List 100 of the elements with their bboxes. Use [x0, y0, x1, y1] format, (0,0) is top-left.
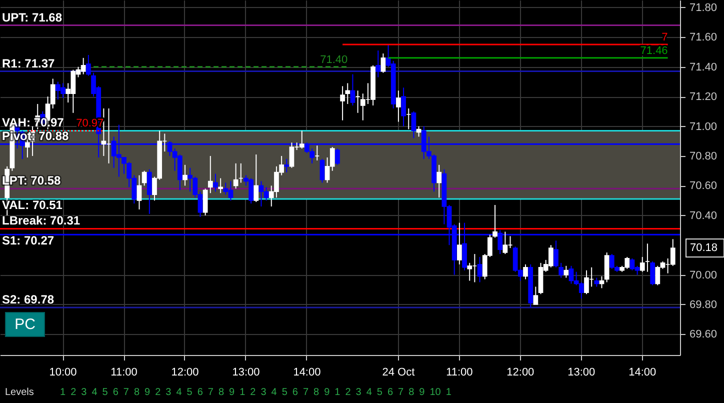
x-tick-label: 14:00: [628, 366, 656, 378]
x-tick-label: 13:00: [568, 366, 596, 378]
y-tick-label: 69.60: [690, 328, 718, 341]
candlestick: [457, 222, 462, 265]
text: 1: [334, 387, 340, 398]
text: 4: [176, 387, 182, 398]
candlestick: [233, 162, 238, 190]
x-tick-label: 12:00: [171, 366, 199, 378]
text: 3: [356, 387, 362, 398]
text: 1: [446, 387, 452, 398]
y-tick-label: 71.20: [690, 91, 718, 104]
candlestick: [213, 173, 218, 192]
candlestick: [533, 286, 538, 305]
candlestick: [523, 264, 528, 280]
x-tick-label: 11:00: [446, 366, 473, 378]
text: 4: [271, 387, 277, 398]
text: 5: [282, 387, 288, 398]
text: Levels: [5, 387, 34, 398]
candlestick: [558, 262, 564, 278]
text: 6: [112, 387, 118, 398]
candlestick: [376, 50, 381, 78]
candlestick: [401, 87, 406, 127]
y-tick-label: 71.40: [690, 61, 718, 74]
x-tick-label: 13:00: [232, 366, 260, 378]
candlestick: [340, 86, 345, 121]
text: 8: [218, 387, 224, 398]
text: 10: [430, 387, 441, 398]
text: 6: [387, 387, 393, 398]
button: PC: [5, 312, 45, 337]
candlestick: [320, 158, 325, 184]
text: 3: [260, 387, 266, 398]
text: 5: [186, 387, 192, 398]
text: 9: [144, 387, 150, 398]
candlestick: [335, 148, 340, 166]
text: 3: [81, 387, 87, 398]
candlestick: [254, 154, 259, 203]
series-label: 71.40: [320, 54, 348, 66]
candlestick: [345, 82, 350, 104]
candlestick: [218, 178, 223, 194]
x-tick-label: 14:00: [293, 366, 321, 378]
candlestick: [396, 90, 401, 122]
text: 3: [166, 387, 172, 398]
text: 9: [419, 387, 425, 398]
series-label: 71.46: [640, 44, 668, 57]
candlestick: [284, 158, 290, 173]
text: 9: [229, 387, 235, 398]
text: 6: [292, 387, 298, 398]
candlestick: [436, 164, 442, 198]
text: 7: [302, 387, 308, 398]
candlestick: [467, 262, 472, 282]
y-tick-label: 70.00: [690, 269, 718, 282]
text: 8: [314, 387, 320, 398]
text: 8: [408, 387, 414, 398]
y-tick-label: 70.80: [690, 150, 718, 162]
candlestick: [146, 168, 152, 214]
x-tick-label: 11:00: [110, 366, 138, 378]
candlestick: [564, 265, 569, 278]
candlestick: [208, 155, 213, 194]
y-tick-label: 70.40: [690, 210, 718, 222]
candlestick: [492, 204, 498, 238]
candlestick: [202, 188, 208, 216]
x-tick-label: 10:00: [49, 366, 77, 378]
ref-line-label: S2: 69.78: [2, 292, 54, 306]
text: 8: [134, 387, 140, 398]
ref-line-label: LBreak: 70.31: [2, 214, 80, 228]
candlestick: [299, 130, 304, 150]
y-tick-label: 70.60: [690, 180, 718, 192]
candlestick: [182, 164, 188, 186]
candlestick: [604, 252, 610, 283]
y-tick-label: 71.80: [690, 2, 718, 14]
text: 1: [240, 387, 246, 398]
text: 2: [70, 387, 76, 398]
candlestick: [670, 238, 676, 266]
text: 7: [208, 387, 214, 398]
candlestick: [411, 110, 416, 139]
x-tick-label: 12:00: [506, 366, 534, 378]
candlestick: [554, 240, 558, 268]
candlestick: [86, 54, 91, 76]
candlestick: [380, 52, 386, 74]
text: 2: [345, 387, 351, 398]
y-tick-label: 71.60: [690, 32, 718, 44]
text: 7: [398, 387, 404, 398]
ref-line-label: UPT: 71.68: [2, 10, 62, 24]
y-tick-label: 71.00: [690, 120, 718, 133]
text: 9: [324, 387, 330, 398]
candlestick: [477, 256, 482, 283]
candlestick: [350, 74, 356, 106]
candlestick: [142, 170, 147, 186]
text: 5: [376, 387, 382, 398]
text: 5: [102, 387, 108, 398]
x-tick-label: 24 Oct: [382, 366, 415, 378]
series-label: 7: [662, 32, 668, 44]
text: 4: [92, 387, 98, 398]
candlestick: [640, 256, 645, 272]
text: 2: [250, 387, 256, 398]
ref-line-label: Pivot: 70.88: [2, 129, 70, 144]
y-tick-label: 69.80: [690, 299, 718, 311]
text: 2: [155, 387, 161, 398]
text: 70.18: [690, 242, 718, 254]
text: 4: [366, 387, 372, 398]
